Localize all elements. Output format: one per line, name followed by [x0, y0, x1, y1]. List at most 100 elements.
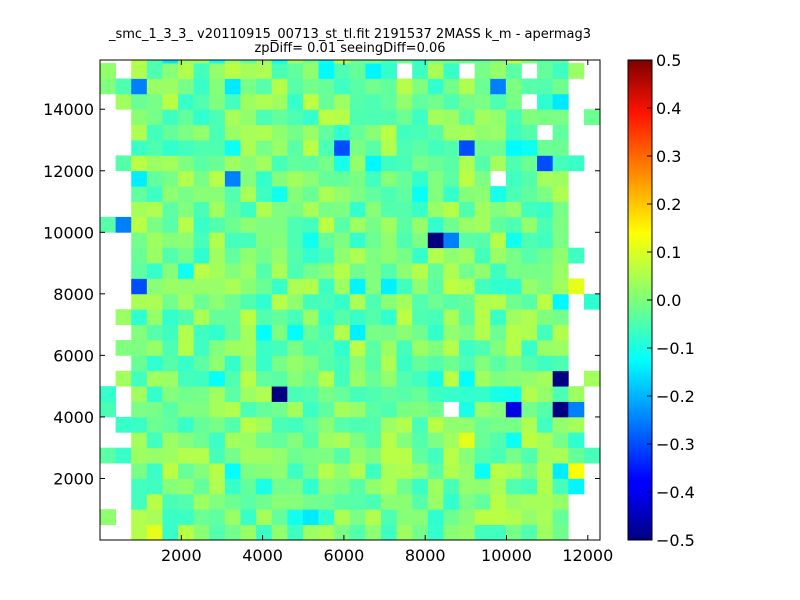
- heatmap-cell: [396, 509, 413, 526]
- heatmap-cell: [162, 109, 179, 126]
- heatmap-cell: [459, 340, 476, 356]
- heatmap-cell: [318, 278, 335, 295]
- heatmap-cell: [256, 493, 273, 510]
- heatmap-cell: [178, 309, 195, 326]
- heatmap-cell: [224, 416, 241, 433]
- heatmap-cell: [162, 493, 179, 510]
- heatmap-cell: [100, 386, 117, 402]
- heatmap-cell: [193, 416, 210, 433]
- heatmap-cell: [552, 60, 569, 64]
- heatmap-cell: [193, 309, 210, 326]
- heatmap-cell: [349, 340, 366, 356]
- heatmap-cell: [193, 216, 210, 233]
- x-tick-label: 2000: [161, 546, 202, 565]
- heatmap-cell: [443, 216, 460, 233]
- heatmap-cell: [443, 263, 460, 279]
- heatmap-cell: [162, 186, 179, 202]
- heatmap-cell: [365, 386, 382, 402]
- heatmap-cell: [224, 493, 241, 510]
- heatmap-cell: [256, 340, 273, 356]
- heatmap-cell: [552, 493, 569, 510]
- heatmap-cell: [302, 432, 319, 449]
- heatmap-cell: [474, 416, 491, 433]
- heatmap-cell: [412, 170, 429, 187]
- heatmap-cell: [365, 93, 382, 110]
- heatmap-cell: [552, 340, 569, 356]
- heatmap-cell: [256, 201, 273, 218]
- heatmap-cell: [146, 232, 163, 249]
- heatmap-cell: [162, 201, 179, 218]
- heatmap-cell: [380, 416, 397, 433]
- heatmap-cell: [459, 432, 476, 449]
- heatmap-cell: [178, 124, 195, 141]
- heatmap-cell: [162, 140, 179, 156]
- heatmap-cell: [240, 263, 257, 279]
- heatmap-cell: [209, 293, 226, 310]
- heatmap-cell: [380, 263, 397, 279]
- heatmap-cell: [240, 216, 257, 233]
- heatmap-cell: [287, 416, 304, 433]
- heatmap-cell: [459, 293, 476, 310]
- heatmap-cell: [100, 78, 117, 95]
- heatmap-cell: [427, 170, 444, 187]
- heatmap-cell: [365, 432, 382, 449]
- heatmap-cell: [209, 478, 226, 495]
- heatmap-cell: [537, 93, 554, 110]
- heatmap-cell: [240, 60, 257, 64]
- heatmap-cell: [521, 447, 538, 464]
- heatmap-cell: [443, 309, 460, 326]
- heatmap-cell: [505, 155, 522, 172]
- heatmap-cell: [100, 447, 117, 464]
- heatmap-cell: [599, 478, 600, 495]
- heatmap-cell: [240, 432, 257, 449]
- heatmap-cell: [552, 109, 569, 126]
- heatmap-cell: [412, 386, 429, 402]
- heatmap-cell: [318, 186, 335, 202]
- heatmap-cell: [365, 186, 382, 202]
- heatmap-cell: [256, 478, 273, 495]
- heatmap-cell: [521, 401, 538, 418]
- heatmap-cell: [552, 293, 569, 310]
- heatmap-cell: [349, 201, 366, 218]
- heatmap-cell: [474, 232, 491, 249]
- heatmap-cell: [396, 293, 413, 310]
- heatmap-cell: [178, 201, 195, 218]
- heatmap-cell: [552, 524, 569, 540]
- heatmap-cell: [240, 416, 257, 433]
- heatmap-cell: [178, 93, 195, 110]
- heatmap-cell: [100, 509, 117, 526]
- heatmap-cell: [412, 493, 429, 510]
- heatmap-cell: [490, 509, 507, 526]
- heatmap-cell: [568, 416, 585, 433]
- heatmap-cell: [131, 140, 148, 156]
- heatmap-cell: [240, 232, 257, 249]
- heatmap-cell: [537, 216, 554, 233]
- heatmap-cell: [224, 60, 241, 64]
- heatmap-cell: [256, 140, 273, 156]
- heatmap-cell: [224, 386, 241, 402]
- heatmap-cell: [459, 370, 476, 387]
- heatmap-cell: [427, 63, 444, 79]
- heatmap-cell: [209, 340, 226, 356]
- heatmap-cell: [349, 355, 366, 372]
- heatmap-cell: [474, 109, 491, 126]
- heatmap-cell: [505, 355, 522, 372]
- heatmap-cell: [146, 93, 163, 110]
- heatmap-cell: [412, 263, 429, 279]
- heatmap-cell: [552, 201, 569, 218]
- heatmap-cell: [240, 509, 257, 526]
- heatmap-cell: [131, 247, 148, 264]
- heatmap-cell: [193, 201, 210, 218]
- heatmap-cell: [209, 263, 226, 279]
- heatmap-cell: [459, 386, 476, 402]
- heatmap-cell: [490, 309, 507, 326]
- heatmap-cell: [537, 247, 554, 264]
- heatmap-cell: [427, 155, 444, 172]
- heatmap-cell: [443, 324, 460, 341]
- heatmap-cell: [490, 432, 507, 449]
- heatmap-cell: [240, 401, 257, 418]
- heatmap-cell: [178, 340, 195, 356]
- heatmap-cell: [365, 109, 382, 126]
- heatmap-cell: [380, 309, 397, 326]
- heatmap-cell: [193, 78, 210, 95]
